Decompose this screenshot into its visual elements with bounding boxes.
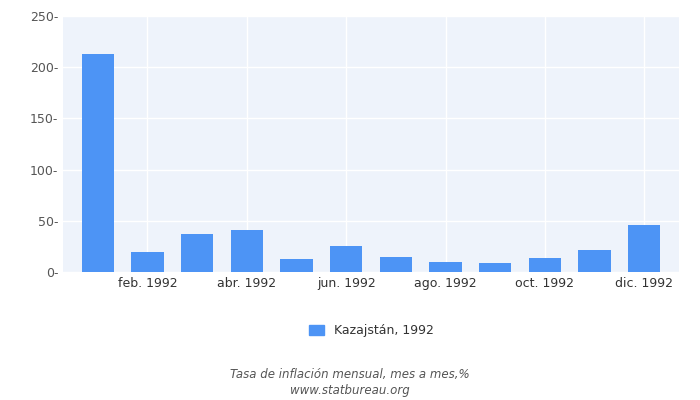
Bar bbox=[379, 257, 412, 272]
Bar bbox=[82, 54, 114, 272]
Bar bbox=[231, 230, 263, 272]
Legend: Kazajstán, 1992: Kazajstán, 1992 bbox=[309, 324, 433, 337]
Text: www.statbureau.org: www.statbureau.org bbox=[290, 384, 410, 397]
Text: Tasa de inflación mensual, mes a mes,%: Tasa de inflación mensual, mes a mes,% bbox=[230, 368, 470, 381]
Bar bbox=[181, 234, 214, 272]
Bar bbox=[132, 252, 164, 272]
Bar bbox=[280, 259, 313, 272]
Bar bbox=[479, 263, 511, 272]
Bar bbox=[528, 258, 561, 272]
Bar bbox=[330, 246, 363, 272]
Bar bbox=[628, 225, 660, 272]
Bar bbox=[429, 262, 462, 272]
Bar bbox=[578, 250, 610, 272]
